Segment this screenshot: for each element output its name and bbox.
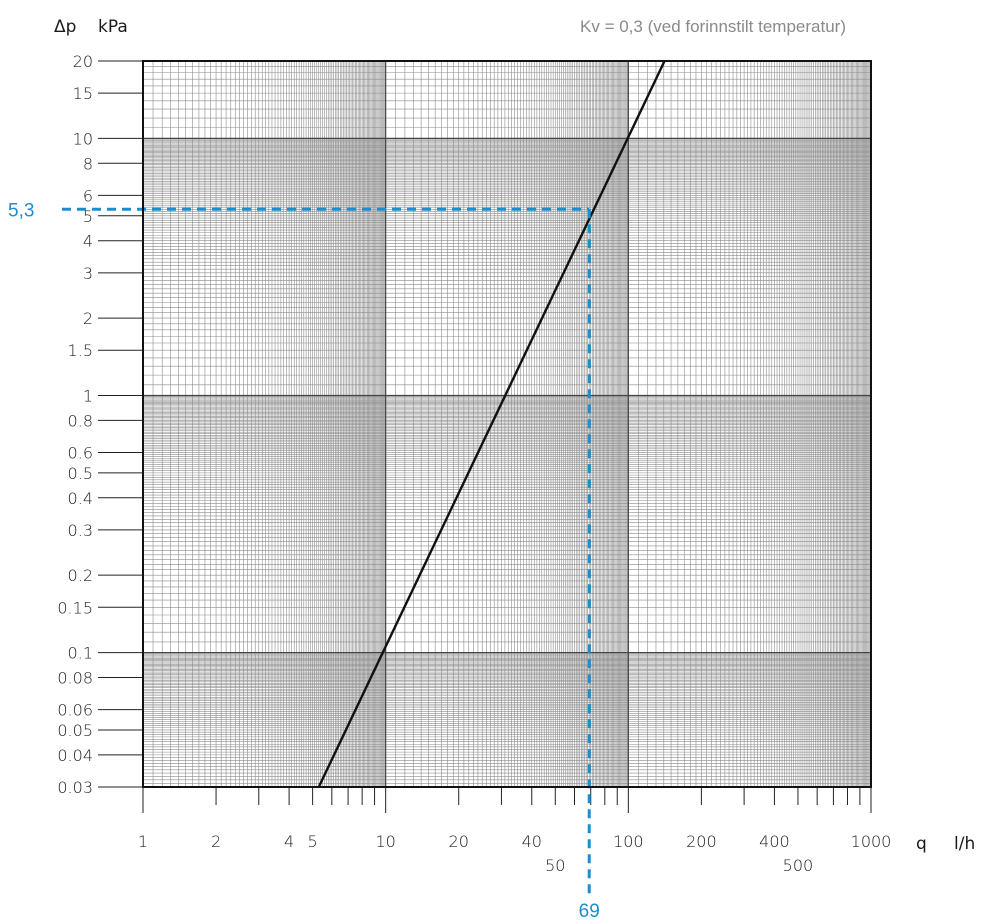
plot-frame	[142, 60, 872, 788]
y-tick-label: 0.5	[68, 464, 93, 483]
y-tick-label: 0.06	[57, 701, 93, 720]
y-tick-label: 1	[83, 386, 93, 405]
y-tick-label: 10	[73, 129, 93, 148]
x-tick-label: 40	[522, 832, 542, 851]
y-tick-label: 0.05	[57, 721, 93, 740]
x-tick-label: 4	[284, 832, 294, 851]
x-tick-label: 10	[375, 832, 395, 851]
y-tick-label: 8	[83, 154, 93, 173]
grid-minor	[142, 60, 871, 788]
y-tick-label: 0.04	[57, 746, 93, 765]
y-tick-label: 20	[73, 52, 93, 71]
grid-major	[143, 61, 871, 787]
x-tick-label: 400	[759, 832, 790, 851]
y-tick-label: 5	[83, 207, 93, 226]
y-tick-label: 0.1	[68, 644, 93, 663]
x-tick-label: 200	[686, 832, 717, 851]
x-tick-label: 1	[138, 832, 148, 851]
x-tick-label: 2	[211, 832, 221, 851]
series-line	[317, 60, 666, 788]
highlight-y-label: 5,3	[8, 200, 34, 221]
y-tick-label: 3	[83, 264, 93, 283]
y-axis-symbol: Δp	[54, 17, 76, 37]
y-axis-unit: kPa	[98, 17, 128, 37]
y-tick-label: 0.03	[57, 778, 93, 797]
x-tick-label: 100	[613, 832, 644, 851]
x-tick-label: 20	[449, 832, 469, 851]
x-tick-label: 500	[783, 856, 814, 875]
y-tick-label: 0.15	[57, 598, 93, 617]
y-tick-label: 15	[73, 84, 93, 103]
x-tick-label: 5	[308, 832, 318, 851]
y-tick-label: 0.4	[68, 489, 93, 508]
y-tick-label: 0.2	[68, 566, 93, 585]
y-tick-label: 0.08	[57, 668, 93, 687]
y-tick-label: 4	[83, 232, 93, 251]
x-tick-label: 1000	[851, 832, 892, 851]
x-axis-symbol: q	[916, 834, 927, 854]
y-tick-label: 0.8	[68, 411, 93, 430]
series-layer	[317, 60, 666, 788]
y-tick-label: 0.6	[68, 444, 93, 463]
y-tick-label: 6	[83, 186, 93, 205]
chart-note: Kv = 0,3 (ved forinnstilt temperatur)	[580, 17, 846, 36]
y-tick-label: 2	[83, 309, 93, 328]
x-axis-unit: l/h	[954, 834, 975, 854]
y-tick-label: 0.3	[68, 521, 93, 540]
grid	[142, 60, 871, 788]
y-axis: 20 15 10 8 6 5 4 3 2 1.5 1 0.8 0.60.5 0.4 0.3 0.2 0.15 0.…	[57, 52, 143, 797]
highlight-x-label: 69	[579, 901, 600, 922]
highlight-layer: 5,3 69	[8, 200, 600, 922]
y-tick-label: 1.5	[68, 341, 93, 360]
x-tick-label: 50	[545, 856, 565, 875]
